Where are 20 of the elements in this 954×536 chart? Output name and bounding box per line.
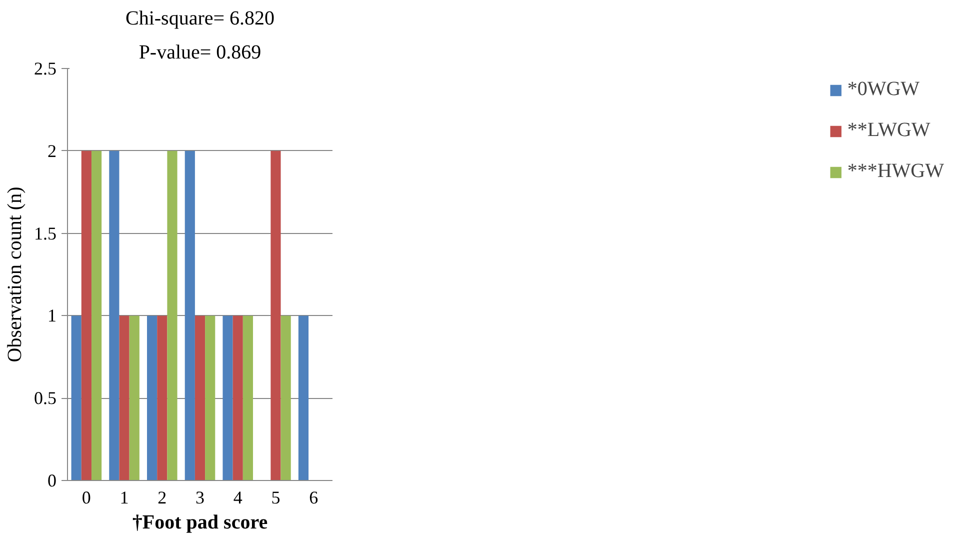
y-axis-title: Observation count (n) (4, 186, 26, 362)
x-tick-label: 5 (271, 488, 280, 508)
x-tick-label: 1 (120, 488, 129, 508)
legend-label: **LWGW (847, 119, 930, 142)
y-tick-label: 0 (48, 470, 56, 490)
y-tick-label: 1 (48, 306, 56, 326)
x-tick-label: 2 (158, 488, 167, 508)
x-tick-label: 0 (82, 488, 91, 508)
y-tick-label: 0.5 (34, 388, 56, 408)
chart-subtitle: P-value= 0.869 (138, 42, 262, 64)
x-tick-label: 3 (196, 488, 204, 508)
x-tick-label: 4 (233, 488, 242, 508)
y-tick-label: 2 (48, 140, 56, 161)
legend-label: *0WGW (847, 78, 920, 101)
y-tick-label: 1.5 (34, 223, 56, 244)
x-axis-title: †Foot pad score (132, 512, 268, 534)
chart-title: Chi-square= 6.820 (125, 8, 275, 30)
y-tick-label: 2.5 (34, 58, 56, 78)
legend-label: ***HWGW (847, 160, 944, 183)
x-tick-label: 6 (309, 488, 318, 508)
